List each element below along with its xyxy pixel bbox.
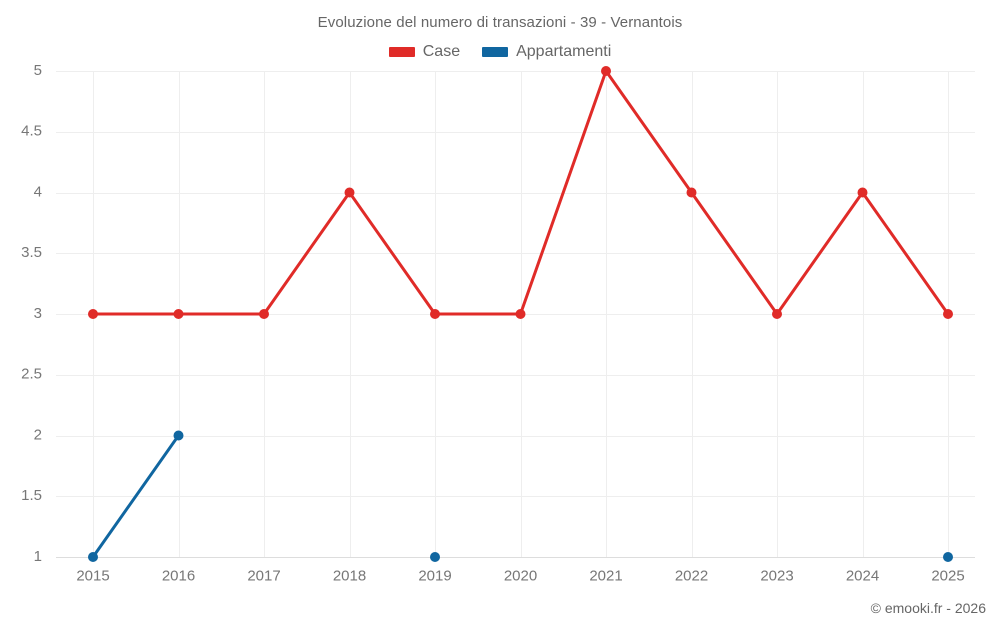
x-tick-label: 2024 (846, 567, 879, 584)
x-axis-tick-labels: 2015 2016 2017 2018 2019 2020 2021 2022 2023 2024… (76, 567, 964, 584)
x-tick-label: 2020 (504, 567, 537, 584)
y-tick-label: 2 (34, 426, 42, 443)
x-tick-label: 2025 (931, 567, 964, 584)
series-line (91, 434, 180, 559)
data-point-marker[interactable] (943, 309, 953, 319)
legend-swatch-appartamenti (482, 47, 509, 57)
data-point-marker[interactable] (259, 309, 269, 319)
y-tick-label: 4.5 (21, 123, 42, 140)
data-point-marker[interactable] (430, 309, 440, 319)
y-tick-label: 1.5 (21, 487, 42, 504)
y-tick-label: 3.5 (21, 244, 42, 261)
legend-item-case[interactable]: Case (388, 43, 461, 61)
data-point-marker[interactable] (344, 187, 355, 198)
series-case (88, 66, 953, 319)
series-line (91, 69, 950, 316)
data-point-marker[interactable] (88, 552, 98, 562)
y-tick-label: 2.5 (21, 366, 42, 383)
data-point-marker[interactable] (173, 309, 184, 319)
legend-swatch-case (388, 47, 415, 57)
x-tick-label: 2017 (247, 567, 280, 584)
legend-label-appartamenti: Appartamenti (516, 43, 612, 60)
x-tick-label: 2023 (760, 567, 793, 584)
legend-item-appartamenti[interactable]: Appartamenti (482, 43, 611, 61)
data-point-marker[interactable] (430, 552, 440, 562)
chart-legend: Case Appartamenti (0, 43, 1000, 61)
data-series (88, 66, 953, 562)
copyright-footer: © emooki.fr - 2026 (870, 600, 986, 616)
data-point-marker[interactable] (857, 187, 868, 198)
data-point-marker[interactable] (772, 309, 782, 319)
data-point-marker[interactable] (686, 187, 697, 198)
data-point-marker[interactable] (515, 309, 526, 319)
y-tick-label: 4 (34, 183, 42, 200)
legend-label-case: Case (422, 43, 461, 60)
chart-title: Evoluzione del numero di transazioni - 3… (317, 14, 683, 31)
data-point-marker[interactable] (173, 430, 184, 441)
y-tick-label: 1 (34, 548, 42, 565)
x-tick-label: 2015 (76, 567, 109, 584)
y-axis-tick-labels: 1 1.5 2 2.5 3 3.5 4 4.5 5 (21, 62, 42, 565)
data-point-marker[interactable] (943, 552, 953, 562)
x-tick-label: 2021 (589, 567, 622, 584)
data-point-marker[interactable] (601, 66, 611, 76)
y-tick-label: 5 (34, 62, 42, 79)
x-tick-label: 2018 (333, 567, 366, 584)
x-tick-label: 2022 (675, 567, 708, 584)
data-point-marker[interactable] (88, 309, 98, 319)
y-tick-label: 3 (34, 305, 42, 322)
x-tick-label: 2016 (162, 567, 195, 584)
series-appartamenti (88, 430, 953, 562)
x-tick-label: 2019 (418, 567, 451, 584)
